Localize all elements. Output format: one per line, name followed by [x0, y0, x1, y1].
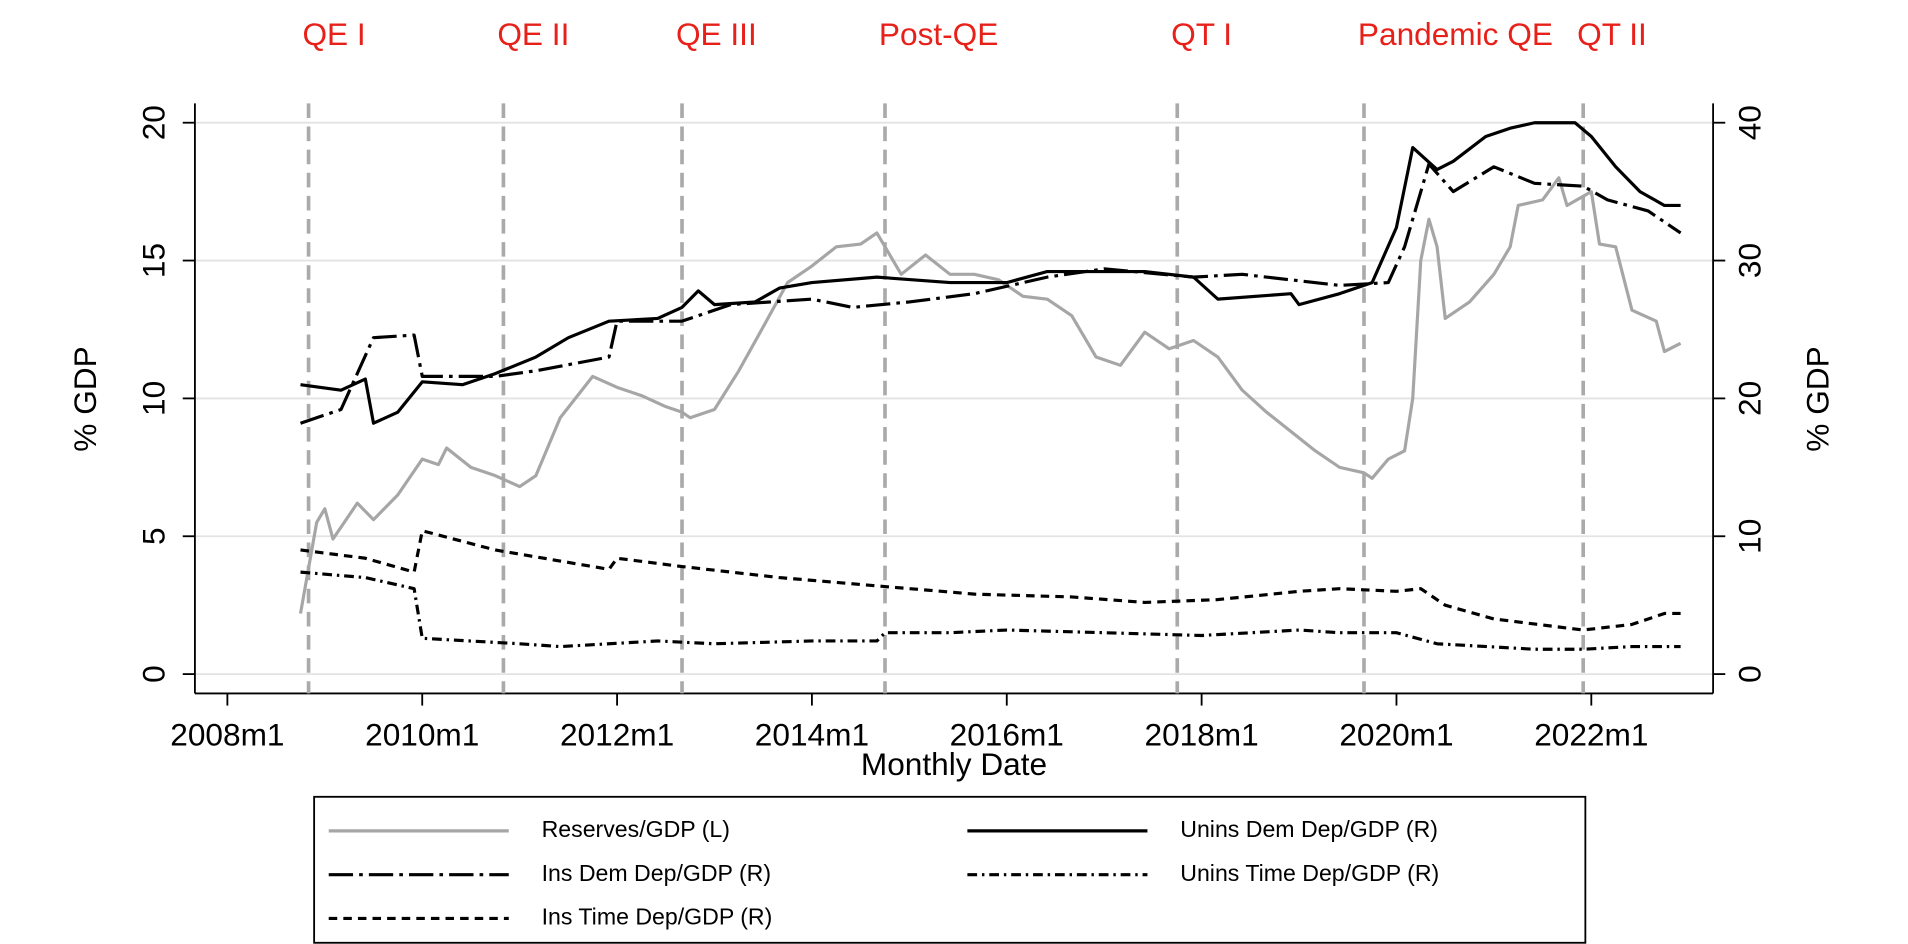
event-label: QE I	[302, 16, 365, 52]
event-label: QT II	[1577, 16, 1647, 52]
legend-label: Ins Dem Dep/GDP (R)	[542, 860, 771, 886]
series-line	[300, 529, 1681, 632]
event-label: Post-QE	[879, 16, 998, 52]
y2-tick-label: 10	[1731, 519, 1767, 554]
legend-label: Unins Dem Dep/GDP (R)	[1180, 816, 1438, 842]
y-tick-label: 20	[135, 105, 171, 140]
event-label: Pandemic QE	[1358, 16, 1553, 52]
x-tick-label: 2014m1	[755, 717, 869, 753]
legend-label: Reserves/GDP (L)	[542, 816, 730, 842]
x-axis-title: Monthly Date	[861, 746, 1047, 782]
series-line	[299, 162, 1682, 425]
x-tick-label: 2018m1	[1145, 717, 1259, 753]
y-axis-title: % GDP	[67, 346, 103, 451]
y2-tick-label: 20	[1731, 381, 1767, 416]
event-label: QT I	[1171, 16, 1232, 52]
y-tick-label: 10	[135, 381, 171, 416]
event-label: QE III	[676, 16, 757, 52]
y-tick-label: 15	[135, 243, 171, 278]
x-tick-label: 2010m1	[365, 717, 479, 753]
x-tick-label: 2020m1	[1339, 717, 1453, 753]
y2-tick-label: 40	[1731, 105, 1767, 140]
x-tick-label: 2022m1	[1534, 717, 1648, 753]
y-tick-label: 0	[135, 665, 171, 683]
x-tick-label: 2012m1	[560, 717, 674, 753]
event-label: QE II	[497, 16, 569, 52]
y2-tick-label: 30	[1731, 243, 1767, 278]
x-tick-label: 2016m1	[950, 717, 1064, 753]
legend-label: Ins Time Dep/GDP (R)	[542, 904, 773, 930]
legend-box	[313, 795, 1587, 944]
x-tick-label: 2008m1	[170, 717, 284, 753]
legend-label: Unins Time Dep/GDP (R)	[1180, 860, 1439, 886]
y2-axis-title: % GDP	[1800, 346, 1836, 451]
y2-tick-label: 0	[1731, 665, 1767, 683]
y-tick-label: 5	[135, 527, 171, 545]
series-line	[298, 176, 1682, 614]
